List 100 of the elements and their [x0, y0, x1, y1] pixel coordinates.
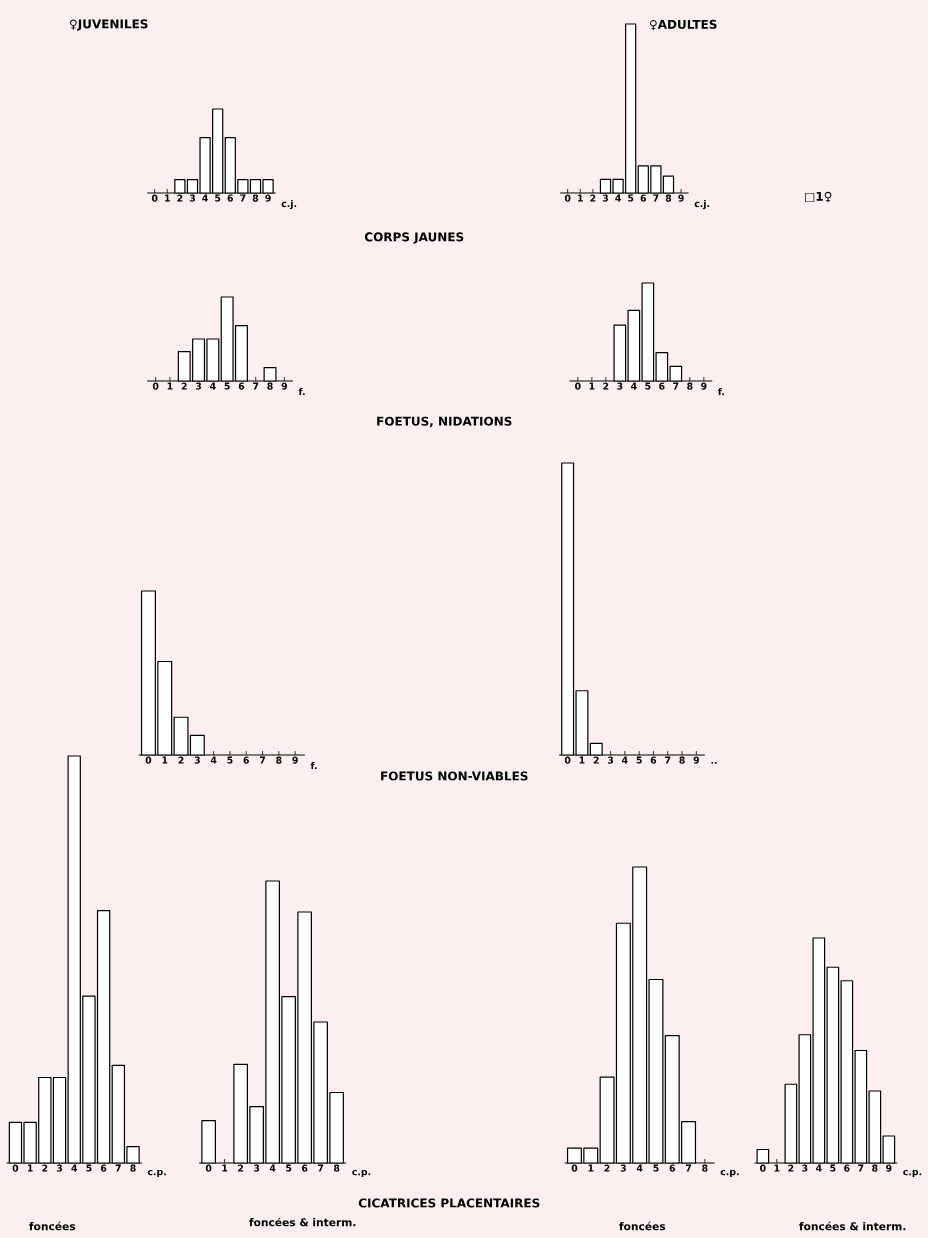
x-tick-label: 6: [243, 756, 249, 764]
x-tick-label: 8: [333, 1164, 340, 1172]
x-tick-label: 2: [604, 1164, 610, 1172]
x-tick-label: 3: [195, 382, 201, 390]
x-tick-label: 1: [579, 756, 585, 764]
x-tick-label: 5: [215, 194, 221, 202]
x-tick-label: 5: [224, 382, 230, 390]
x-tick-label: 6: [301, 1164, 308, 1172]
x-tick-label: 4: [636, 1164, 643, 1172]
x-tick-label: 1: [588, 1164, 594, 1172]
text: foncées: [29, 1221, 76, 1231]
text: FOETUS NON-VIABLES: [381, 771, 528, 781]
x-tick-label: 0: [564, 756, 571, 764]
x-tick-label: 8: [130, 1164, 136, 1172]
x-tick-label: 4: [209, 382, 216, 390]
x-tick-label: 5: [285, 1164, 292, 1172]
x-tick-label: 9: [700, 382, 707, 390]
x-axis-title: c.p.: [720, 1169, 739, 1178]
x-tick-label: 5: [86, 1164, 92, 1172]
x-tick-label: 3: [607, 756, 613, 764]
x-tick-label: 2: [181, 382, 187, 390]
x-tick-label: 4: [202, 194, 208, 202]
text: foncées & interm.: [799, 1221, 906, 1231]
text: □1♀: [804, 191, 832, 203]
x-axis-title: c.j.: [281, 199, 297, 210]
text: foncées: [619, 1221, 666, 1231]
x-axis-title: f.: [310, 761, 317, 770]
x-tick-label: 6: [238, 382, 245, 390]
x-tick-label: 6: [650, 756, 657, 764]
x-tick-label: 0: [152, 382, 159, 390]
x-tick-label: 2: [177, 194, 183, 202]
x-tick-label: 6: [669, 1164, 675, 1172]
x-axis-title: f.: [717, 387, 724, 396]
x-tick-label: 7: [673, 382, 679, 390]
x-tick-label: 8: [702, 1164, 708, 1172]
x-tick-label: 5: [645, 382, 651, 390]
x-tick-label: 4: [815, 1164, 822, 1172]
x-tick-label: 8: [276, 756, 282, 764]
x-tick-label: 9: [292, 756, 298, 764]
x-tick-label: 8: [252, 194, 259, 202]
x-tick-label: 5: [227, 756, 233, 764]
x-tick-label: 3: [602, 194, 608, 202]
chart-title: ♀ADULTES: [649, 19, 717, 31]
x-tick-label: 1: [774, 1164, 780, 1172]
x-tick-label: 9: [678, 194, 684, 202]
x-axis-title: c.p.: [352, 1169, 371, 1178]
text: CORPS JAUNES: [364, 232, 464, 244]
x-axis-title: c.j.: [694, 199, 710, 210]
x-tick-label: 1: [167, 382, 173, 390]
x-tick-label: 1: [164, 194, 170, 202]
text: foncées & interm.: [249, 1217, 356, 1227]
x-tick-label: 9: [885, 1164, 892, 1172]
text: CICATRICES PLACENTAIRES: [358, 1198, 540, 1208]
x-tick-label: 3: [253, 1164, 260, 1172]
x-tick-label: 2: [788, 1164, 794, 1172]
x-tick-label: 1: [162, 756, 168, 764]
x-tick-label: 3: [189, 194, 195, 202]
x-tick-label: 3: [802, 1164, 808, 1172]
x-tick-label: 6: [659, 382, 665, 390]
x-tick-label: 8: [679, 756, 685, 764]
x-tick-label: 6: [227, 194, 233, 202]
x-tick-label: 3: [617, 382, 623, 390]
x-tick-label: 7: [858, 1164, 864, 1172]
x-tick-label: 6: [640, 194, 646, 202]
x-tick-label: 9: [265, 194, 271, 202]
x-tick-label: 4: [621, 756, 628, 764]
x-tick-label: 2: [42, 1164, 48, 1172]
x-tick-label: 2: [238, 1164, 243, 1172]
x-tick-label: 0: [759, 1164, 766, 1172]
x-tick-label: 1: [222, 1164, 228, 1172]
x-tick-label: 9: [693, 756, 699, 764]
x-tick-label: 3: [56, 1164, 62, 1172]
x-tick-label: 1: [577, 194, 583, 202]
x-tick-label: 7: [115, 1164, 121, 1172]
x-tick-label: 6: [844, 1164, 850, 1172]
text: FOETUS, NIDATIONS: [377, 416, 512, 428]
x-tick-label: 5: [636, 756, 642, 764]
x-tick-label: 9: [281, 382, 287, 390]
x-tick-label: 6: [100, 1164, 107, 1172]
x-tick-label: 4: [630, 382, 637, 390]
x-tick-label: 3: [194, 756, 200, 764]
x-tick-label: 4: [269, 1164, 276, 1172]
x-tick-label: 7: [259, 756, 265, 764]
x-tick-label: 4: [71, 1164, 77, 1172]
x-tick-label: 8: [267, 382, 273, 390]
x-tick-label: 7: [665, 756, 671, 764]
x-tick-label: 1: [589, 382, 595, 390]
x-tick-label: 7: [253, 382, 259, 390]
x-tick-label: 7: [685, 1164, 691, 1172]
x-tick-label: 2: [178, 756, 184, 764]
x-tick-label: 2: [603, 382, 609, 390]
x-tick-label: 4: [615, 194, 621, 202]
x-axis-title: c.p.: [903, 1169, 922, 1178]
x-tick-label: 0: [151, 194, 158, 202]
x-tick-label: 7: [653, 194, 659, 202]
x-tick-label: 0: [574, 382, 581, 390]
x-tick-label: 0: [145, 756, 152, 764]
x-tick-label: 5: [653, 1164, 659, 1172]
x-axis-title: c.p.: [147, 1169, 166, 1178]
x-axis-title: f.: [298, 387, 305, 396]
